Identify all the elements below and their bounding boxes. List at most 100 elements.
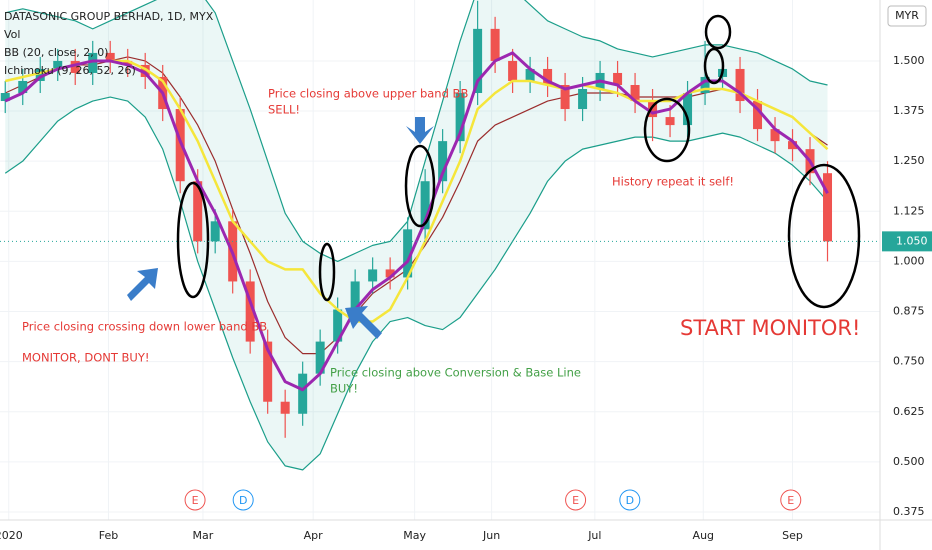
candle-body	[490, 28, 500, 61]
x-tick-label: 2020	[0, 529, 23, 542]
candle-body	[438, 141, 448, 182]
candle-body	[193, 181, 203, 242]
x-tick-label: Sep	[782, 529, 803, 542]
annotation: MONITOR, DONT BUY!	[22, 351, 149, 365]
candle-body	[350, 281, 360, 310]
candle-body	[368, 269, 378, 282]
last-price-label: 1.050	[896, 234, 928, 247]
arrow	[127, 268, 158, 301]
y-tick-label: 0.625	[893, 405, 925, 418]
last-price-box	[882, 231, 932, 252]
event-marker	[780, 489, 802, 511]
hand-circle	[176, 181, 210, 299]
annotation: History repeat it self!	[612, 175, 734, 189]
x-tick-label: Mar	[193, 529, 214, 542]
annotation: BUY!	[330, 382, 358, 396]
candle-body	[473, 28, 483, 94]
legend-symbol: DATASONIC GROUP BERHAD, 1D, MYX	[4, 10, 214, 23]
band-fill	[5, 0, 828, 470]
currency-button[interactable]	[887, 5, 927, 27]
event-marker	[184, 489, 206, 511]
candle-body	[403, 229, 413, 278]
candle-body	[630, 84, 640, 102]
legend-ichimoku: Ichimoku (9, 26, 52, 26)	[4, 64, 136, 77]
candle-body	[18, 80, 28, 94]
candle-body	[88, 52, 98, 73]
y-tick-label: 1.375	[893, 104, 925, 117]
candle-body	[420, 181, 430, 230]
candle-body	[683, 93, 693, 126]
candle-body	[560, 84, 570, 110]
bb-lower-line	[4, 96, 828, 471]
candle-body	[210, 221, 220, 242]
candle-body	[245, 281, 255, 342]
y-tick-label: 1.000	[893, 254, 925, 267]
legend-volume: Vol	[4, 28, 20, 41]
annotation: Price closing above Conversion & Base Li…	[330, 366, 581, 380]
candle-body	[298, 373, 308, 414]
hand-circle	[704, 14, 732, 50]
x-tick-label: Aug	[693, 529, 714, 542]
candle-body	[385, 269, 395, 278]
event-marker	[619, 489, 641, 511]
bb-upper-line	[5, 0, 828, 263]
hand-circle	[404, 144, 436, 228]
y-tick-label: 0.375	[893, 505, 925, 518]
candle-body	[175, 109, 185, 182]
candle-body	[665, 117, 675, 126]
event-label: D	[239, 494, 247, 507]
candle-body	[140, 64, 150, 77]
annotation: START MONITOR!	[680, 316, 860, 340]
event-label: E	[192, 494, 199, 507]
x-tick-label: Jun	[482, 529, 500, 542]
annotation: Price closing crossing down lower band B…	[22, 320, 267, 334]
y-tick-label: 1.500	[893, 54, 925, 67]
drawings	[127, 14, 861, 339]
x-tick-label: Jul	[587, 529, 601, 542]
y-tick-label: 0.500	[893, 455, 925, 468]
y-tick-label: 1.125	[893, 204, 925, 217]
currency[interactable]: MYR	[895, 9, 919, 22]
x-tick-label: Feb	[99, 529, 118, 542]
candle-body	[735, 68, 745, 102]
candle-body	[770, 129, 780, 142]
hand-circle	[787, 163, 861, 309]
event-label: E	[787, 494, 794, 507]
plot-area	[0, 0, 880, 520]
candle-body	[0, 93, 10, 102]
candle-body	[543, 68, 553, 85]
candle-body	[53, 60, 63, 69]
candle-body	[280, 401, 290, 414]
event-label: D	[626, 494, 634, 507]
candle-body	[315, 341, 325, 374]
candle-body	[508, 60, 518, 81]
y-tick-label: 1.250	[893, 154, 925, 167]
candle-body	[700, 76, 710, 94]
arrow	[406, 117, 434, 144]
candle-body	[753, 101, 763, 130]
candle-body	[648, 101, 658, 118]
candle-body	[613, 72, 623, 85]
event-marker	[232, 489, 254, 511]
annotation: SELL!	[268, 103, 300, 117]
candle-body	[823, 173, 833, 242]
candle-body	[788, 141, 798, 150]
event-marker	[565, 489, 587, 511]
event-label: E	[572, 494, 579, 507]
hand-circle	[703, 47, 725, 85]
candle-body	[70, 60, 80, 73]
hand-circle	[643, 97, 691, 163]
arrow	[345, 306, 382, 339]
candle-body	[333, 309, 343, 342]
candle-body	[525, 68, 535, 81]
annotation: Price closing above upper band BB	[268, 87, 468, 101]
candle-body	[123, 60, 133, 65]
legend-bb: BB (20, close, 2, 0)	[4, 46, 108, 59]
candle-body	[578, 89, 588, 110]
x-tick-label: Apr	[304, 529, 324, 542]
candle-body	[105, 52, 115, 61]
y-tick-label: 0.750	[893, 355, 925, 368]
candle-body	[35, 68, 45, 81]
hand-circle	[318, 242, 336, 302]
